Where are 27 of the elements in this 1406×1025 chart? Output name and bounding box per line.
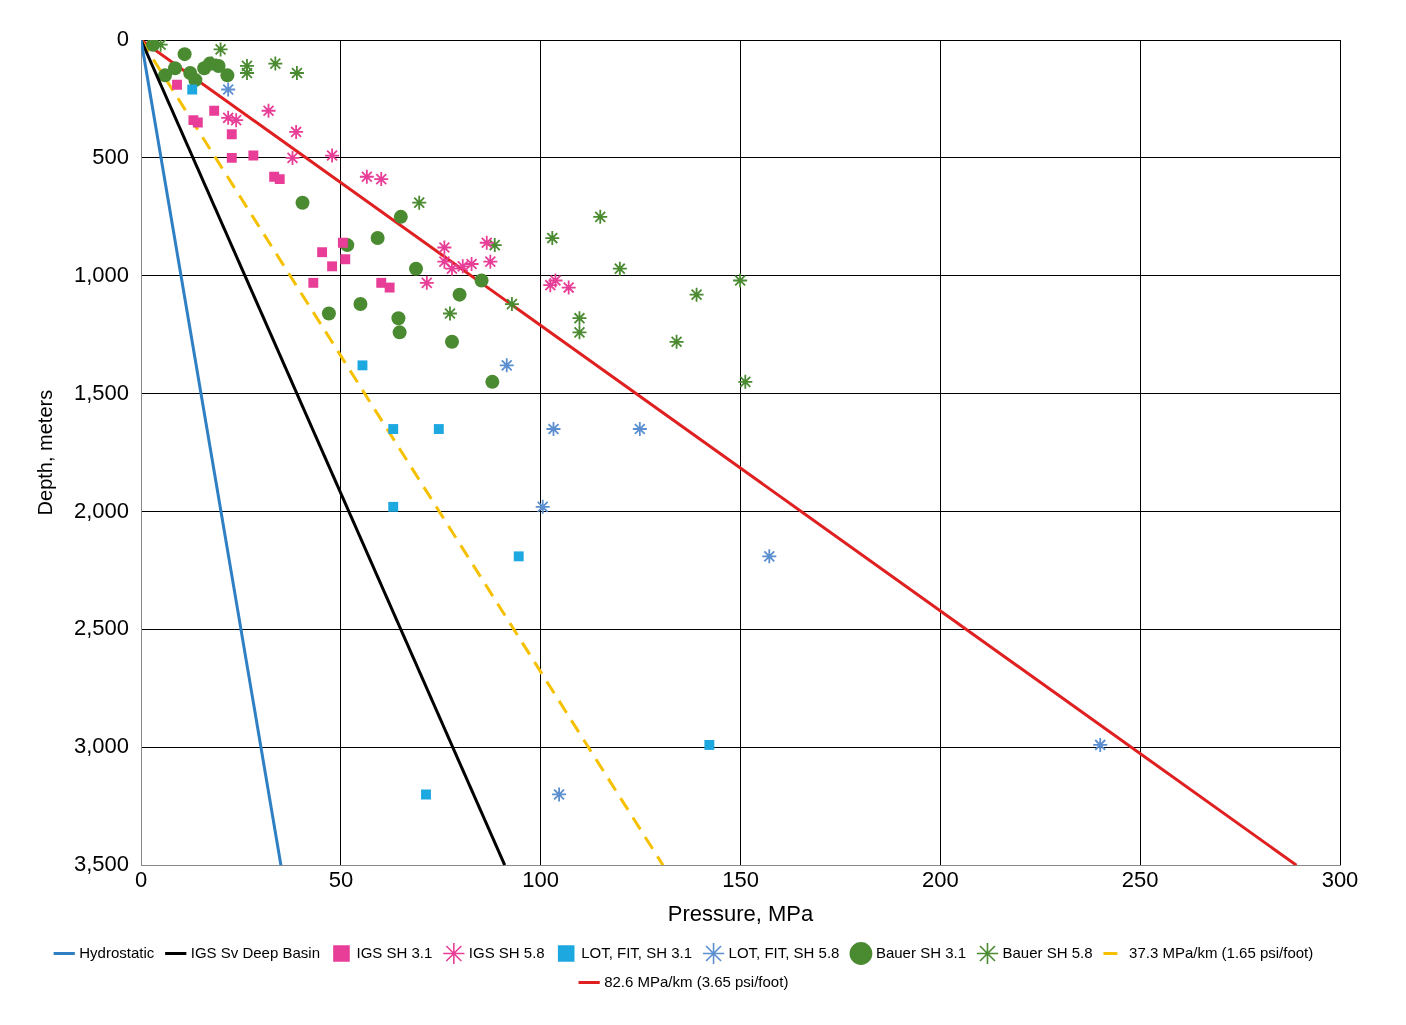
legend-label: LOT, FIT, SH 5.8 <box>728 943 840 961</box>
y-tick-label: 3,000 <box>73 733 130 759</box>
y-axis-title: Depth, meters <box>33 389 56 516</box>
x-axis-title: Pressure, MPa <box>667 900 815 926</box>
x-tick-label: 100 <box>522 867 560 893</box>
legend-label: Bauer SH 3.1 <box>875 943 966 961</box>
x-tick-label: 150 <box>722 867 759 893</box>
legend-label: Bauer SH 5.8 <box>1002 943 1093 961</box>
y-tick-label: 0 <box>116 26 130 52</box>
x-tick-label: 0 <box>134 867 148 893</box>
legend-label: IGS SH 3.1 <box>356 943 433 961</box>
y-tick-label: 1,500 <box>73 379 130 405</box>
x-tick-label: 200 <box>921 867 959 893</box>
legend-label: 82.6 MPa/km (3.65 psi/foot) <box>604 972 789 990</box>
y-tick-label: 1,000 <box>73 261 130 287</box>
y-tick-label: 500 <box>92 143 130 169</box>
y-tick-label: 2,000 <box>73 497 130 523</box>
legend-label: LOT, FIT, SH 3.1 <box>581 943 693 961</box>
y-tick-label: 3,500 <box>73 851 130 877</box>
legend-label: Hydrostatic <box>79 943 155 961</box>
x-tick-label: 50 <box>328 867 354 893</box>
legend-label: IGS SH 5.8 <box>468 943 545 961</box>
x-tick-label: 300 <box>1321 867 1359 893</box>
x-tick-label: 250 <box>1121 867 1159 893</box>
legend-label: IGS Sv Deep Basin <box>190 943 320 961</box>
y-tick-label: 2,500 <box>73 615 130 641</box>
legend-label: 37.3 MPa/km (1.65 psi/foot) <box>1129 943 1314 961</box>
